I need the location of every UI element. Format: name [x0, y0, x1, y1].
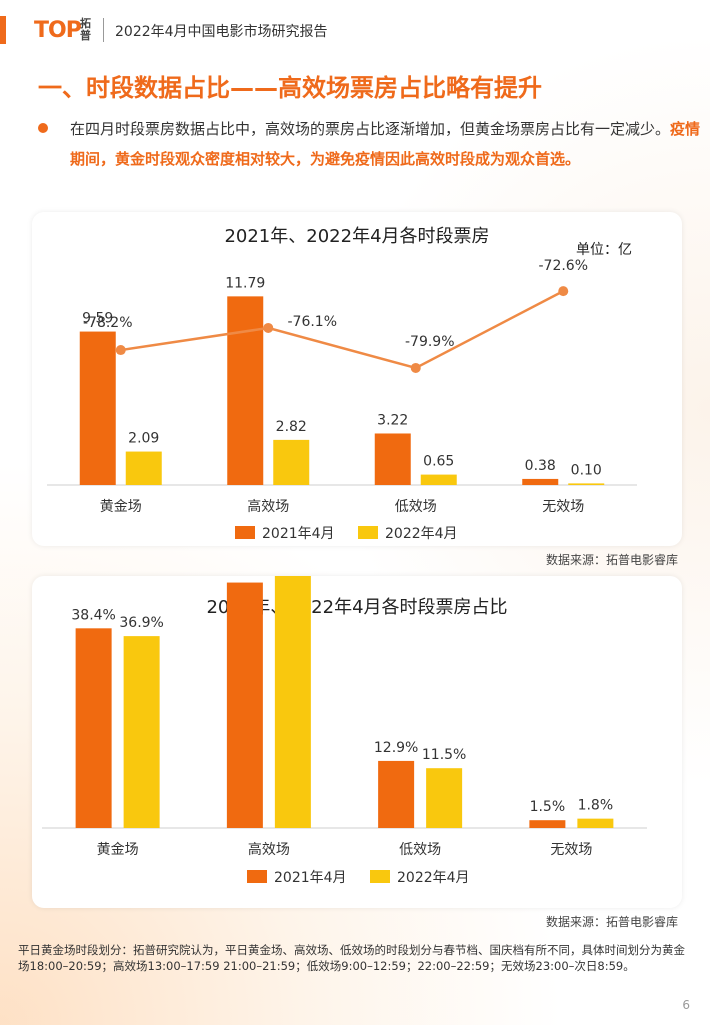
intro-paragraph: 在四月时段票房数据占比中，高效场的票房占比逐渐增加，但黄金场票房占比有一定减少。…	[70, 114, 702, 174]
chart-card-box-office: 2021年、2022年4月各时段票房单位：亿黄金场 9.59 2.09 高效场 11.7…	[32, 212, 682, 546]
chart-source-1: 数据来源：拓普电影睿库	[545, 553, 678, 567]
bar-value-label: 1.5%	[530, 799, 566, 815]
yoy-change-line	[120, 289, 564, 370]
yoy-change-label: -79.9%	[405, 334, 455, 350]
bar-2022	[125, 451, 162, 485]
yoy-change-point	[263, 322, 274, 333]
bar-2021	[529, 820, 566, 828]
yoy-change-point	[410, 362, 421, 373]
yoy-change-label: -76.1%	[287, 314, 337, 330]
bar-2022	[420, 474, 457, 485]
bar-2022	[273, 439, 310, 485]
x-tick-label: 无效场	[550, 842, 592, 858]
bar-2021	[79, 331, 116, 485]
top-logo: TOP	[34, 18, 82, 43]
bar-value-label: 0.10	[571, 462, 602, 478]
chart-unit-label: 单位：亿	[576, 242, 632, 258]
page-number: 6	[682, 998, 690, 1012]
bar-value-label: 11.79	[225, 275, 265, 291]
box-office-share-chart: 2021年、2022年4月各时段票房占比黄金场38.4%36.9%高效场47.2…	[42, 576, 647, 886]
bar-2021	[378, 760, 415, 828]
bar-value-label: 36.9%	[119, 615, 163, 631]
legend-swatch-2021	[247, 870, 267, 883]
yoy-change-point	[558, 286, 569, 297]
intro-normal: 在四月时段票房数据占比中，高效场的票房占比逐渐增加，但黄金场票房占比有一定减少。	[70, 120, 671, 138]
bar-value-label: 2.82	[276, 419, 307, 435]
legend-label: 2021年4月	[262, 526, 335, 542]
chart-source-2: 数据来源：拓普电影睿库	[545, 915, 678, 929]
legend-label: 2022年4月	[385, 526, 458, 542]
bar-2022	[577, 818, 614, 828]
bar-value-label: 2.09	[128, 431, 159, 447]
footnote: 平日黄金场时段划分：拓普研究院认为，平日黄金场、高效场、低效场的时段划分与春节档…	[18, 943, 685, 973]
x-tick-label: 高效场	[247, 498, 289, 515]
bar-value-label: 12.9%	[374, 740, 418, 756]
chart-card-share: 2021年、2022年4月各时段票房占比黄金场38.4%36.9%高效场47.2…	[32, 576, 682, 908]
bullet-dot	[38, 123, 48, 133]
legend-swatch-2022	[370, 870, 390, 883]
section-heading: 一、时段数据占比——高效场票房占比略有提升	[38, 74, 542, 102]
header-divider	[103, 18, 104, 42]
bar-2021	[227, 296, 264, 485]
legend-label: 2021年4月	[274, 870, 347, 886]
bar-value-label: 11.5%	[422, 747, 466, 763]
bar-2021	[522, 478, 559, 485]
header-accent-bar	[0, 16, 6, 44]
bar-2022	[274, 576, 311, 828]
bar-value-label: 3.22	[377, 412, 408, 428]
bar-2021	[226, 582, 263, 828]
intro-highlight: 疫情期间，黄金时段观众密度相对较大，为避免疫情因此高效时段成为观众首选。	[70, 120, 701, 168]
x-tick-label: 低效场	[395, 499, 437, 515]
chart-title: 2021年、2022年4月各时段票房	[224, 226, 489, 247]
bar-value-label: 0.38	[525, 458, 556, 474]
x-tick-label: 低效场	[399, 842, 441, 858]
bar-2022	[568, 483, 605, 485]
legend-swatch-2021	[235, 526, 255, 539]
x-tick-label: 高效场	[248, 841, 290, 858]
bar-value-label: 9.59	[82, 311, 113, 327]
bar-2022	[426, 768, 463, 828]
yoy-change-label: -72.6%	[538, 258, 588, 274]
yoy-change-point	[115, 345, 126, 356]
bar-value-label: 38.4%	[71, 607, 115, 623]
x-tick-label: 无效场	[542, 499, 584, 515]
logo-subtitle: 拓普	[80, 17, 91, 42]
bar-value-label: 1.8%	[578, 798, 614, 814]
page-header: TOP 拓普 2022年4月中国电影市场研究报告	[0, 14, 710, 50]
yoy-change-label: -78.2%	[83, 315, 133, 331]
legend-swatch-2022	[358, 526, 378, 539]
x-tick-label: 黄金场	[97, 841, 139, 858]
x-tick-label: 黄金场	[100, 498, 142, 515]
report-title: 2022年4月中国电影市场研究报告	[115, 24, 328, 40]
bar-2022	[123, 636, 160, 828]
bar-value-label: 47.2%	[223, 576, 267, 578]
bar-value-label: 0.65	[423, 454, 454, 470]
bar-2021	[75, 628, 112, 828]
legend-label: 2022年4月	[397, 870, 470, 886]
bar-2021	[374, 433, 411, 485]
